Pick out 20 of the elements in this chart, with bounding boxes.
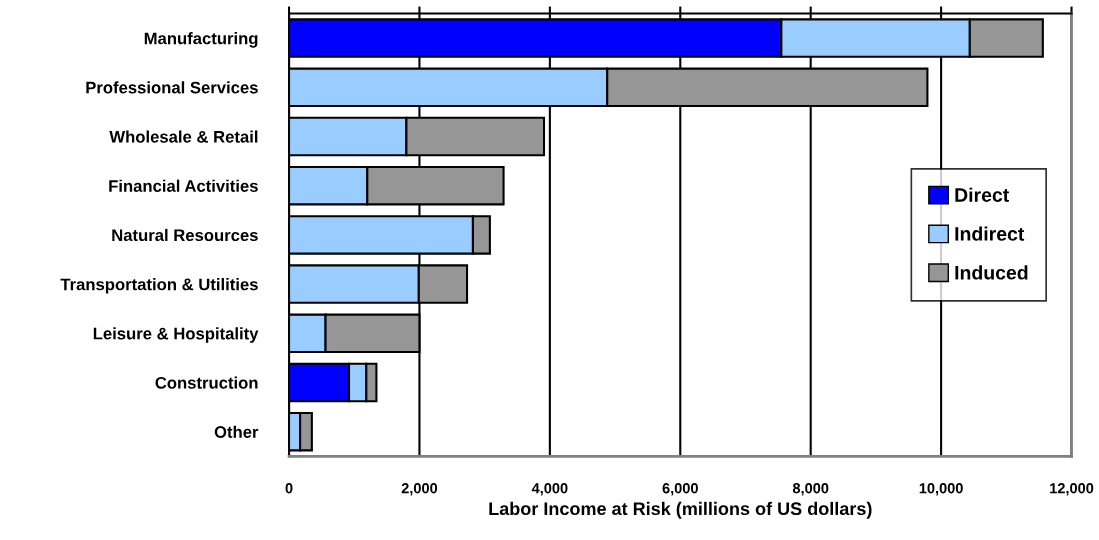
y-tick-label: Wholesale & Retail: [109, 130, 258, 143]
x-axis-title: Labor Income at Risk (millions of US dollars): [489, 501, 872, 519]
y-tick-label: Manufacturing: [144, 32, 258, 48]
x-tick-label: 0: [285, 483, 293, 494]
y-tick-label: Construction: [155, 376, 258, 389]
y-tick-label: Other: [214, 425, 259, 438]
x-tick-label: 12,000: [1050, 483, 1094, 496]
legend-label: Direct: [955, 187, 1009, 202]
x-tick-label: 10,000: [919, 483, 963, 496]
legend-label: Induced: [955, 265, 1028, 280]
x-tick-label: 2,000: [401, 483, 438, 496]
y-tick-label: Leisure & Hospitality: [93, 327, 259, 343]
y-tick-label: Transportation & Utilities: [60, 278, 258, 294]
x-tick-label: 4,000: [531, 483, 568, 496]
x-tick-label: 6,000: [662, 483, 698, 496]
x-tick-label: 8,000: [792, 483, 829, 496]
y-tick-label: Financial Activities: [109, 179, 258, 192]
y-tick-label: Professional Services: [86, 81, 258, 94]
y-tick-label: Natural Resources: [112, 228, 258, 242]
legend-label: Indirect: [955, 226, 1025, 241]
